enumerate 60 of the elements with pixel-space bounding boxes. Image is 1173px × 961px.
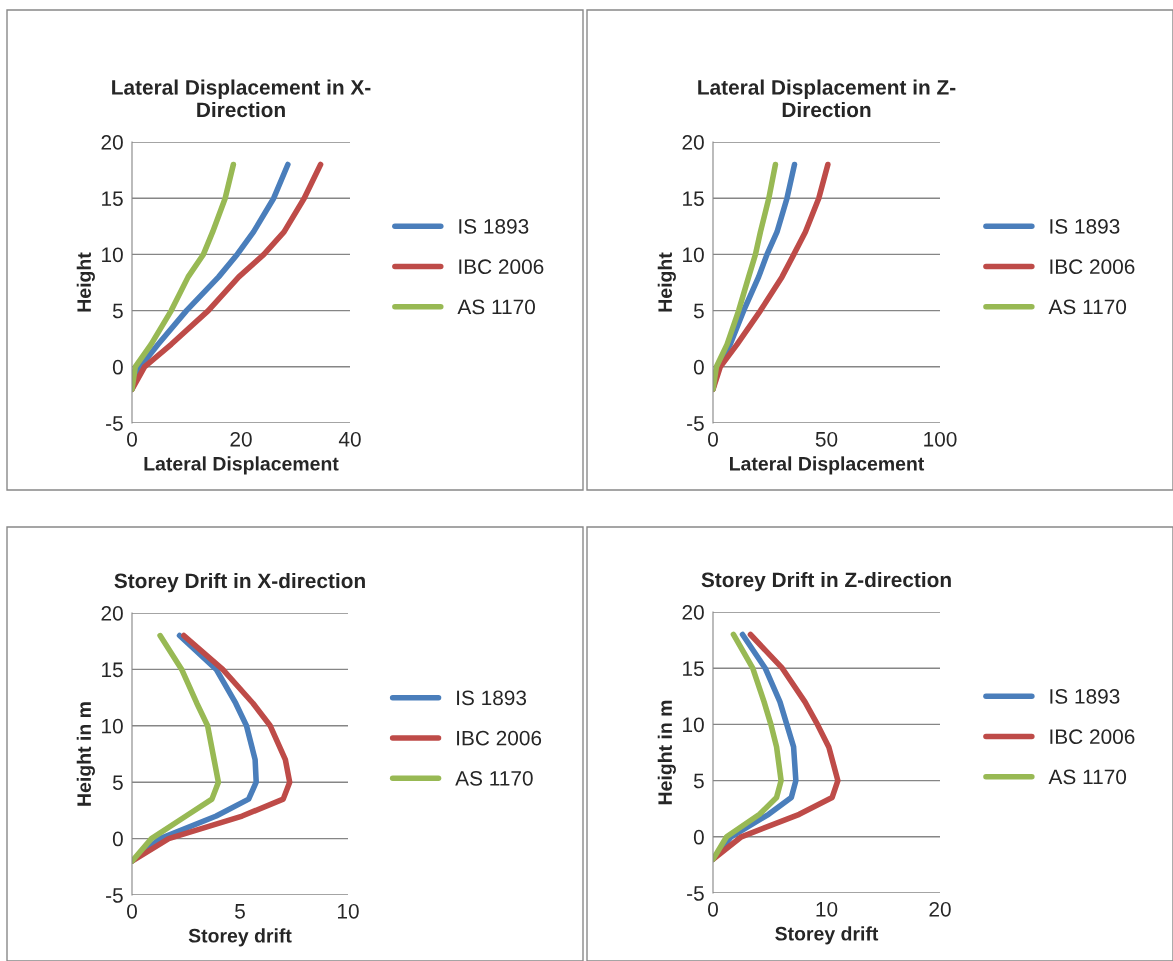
y-tick-label: 5 [693,303,704,319]
chart-title: Storey Drift in Z-direction [701,571,951,592]
y-tick-label: 0 [112,831,123,847]
x-tick-label: 0 [708,901,718,917]
y-axis-title: Height in m [657,700,676,805]
x-axis-title: Lateral Displacement [144,456,339,475]
y-tick-label: 0 [112,359,123,375]
y-tick-label: 15 [102,662,123,678]
x-tick-label: 20 [230,431,252,447]
legend-label: AS 1170 [1048,299,1127,315]
legend-label: AS 1170 [455,770,533,786]
legend-label: IBC 2006 [459,259,544,275]
y-tick-label: -5 [687,886,704,901]
chart-title: Lateral Displacement in Z-Direction [698,79,956,118]
y-axis-title: Height [76,252,95,312]
y-tick-label: 10 [102,247,123,263]
x-axis-title: Lateral Displacement [730,456,925,475]
y-tick-label: 15 [683,661,704,676]
x-axis-title: Storey drift [775,926,879,945]
x-tick-label: 20 [929,901,951,917]
y-axis-title: Height in m [76,702,95,806]
y-tick-label: 10 [683,717,704,733]
x-tick-label: 0 [708,431,718,447]
legend-label: IS 1893 [1050,219,1120,234]
legend-label: IBC 2006 [457,730,542,746]
y-tick-label: 20 [101,135,123,150]
y-tick-label: -5 [106,416,123,431]
legend-label: IS 1893 [457,690,527,706]
y-tick-label: 10 [102,718,123,734]
x-tick-label: 100 [924,431,957,447]
y-tick-label: 15 [683,191,704,206]
x-tick-label: 5 [235,904,245,919]
legend-label: AS 1170 [1048,769,1127,785]
y-tick-label: -5 [106,888,123,903]
x-tick-label: 10 [816,901,838,917]
y-tick-label: 10 [683,247,704,263]
y-tick-label: 0 [693,829,704,845]
y-tick-label: 20 [682,135,704,150]
chart-title: Lateral Displacement in X-Direction [112,79,371,118]
x-tick-label: 40 [338,431,361,447]
legend-label: IBC 2006 [1050,259,1135,275]
legend-label: AS 1170 [457,299,535,315]
y-tick-label: 20 [101,606,123,621]
chart-title: Storey Drift in X-direction [114,572,365,593]
x-tick-label: 50 [815,431,838,447]
y-axis-title: Height [657,252,676,312]
y-tick-label: 0 [693,359,704,375]
legend-label: IS 1893 [1050,689,1120,704]
y-tick-label: 20 [682,605,704,620]
y-tick-label: 5 [112,303,123,319]
x-axis-title: Storey drift [188,928,292,947]
y-tick-label: 15 [102,191,123,206]
x-tick-label: 10 [338,903,359,919]
y-tick-label: 5 [693,773,704,789]
x-tick-label: 0 [127,903,137,919]
y-tick-label: -5 [687,416,704,431]
x-tick-label: 0 [127,431,137,447]
y-tick-label: 5 [112,775,123,790]
legend-label: IBC 2006 [1050,729,1135,745]
legend-label: IS 1893 [459,219,529,234]
